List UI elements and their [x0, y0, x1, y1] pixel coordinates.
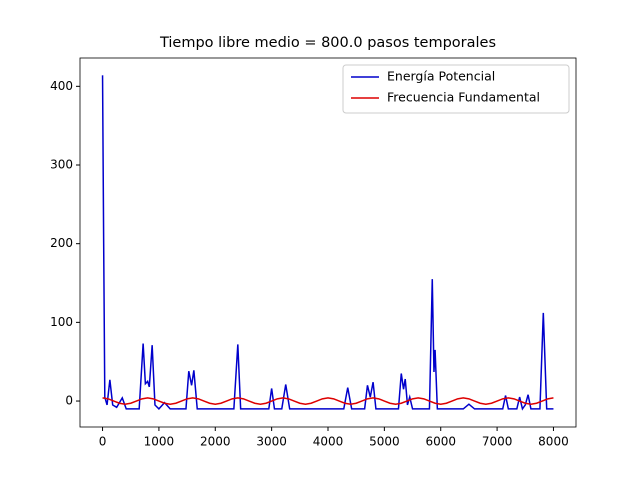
x-tick-label: 1000 — [144, 435, 175, 449]
x-tick-label: 8000 — [538, 435, 569, 449]
plot-frame — [79, 57, 577, 428]
x-tick-label: 5000 — [369, 435, 400, 449]
x-tick-label: 0 — [99, 435, 107, 449]
x-tick-label: 4000 — [313, 435, 344, 449]
x-tick-label: 3000 — [256, 435, 287, 449]
series-line — [101, 75, 554, 411]
y-tick-label: 300 — [50, 158, 73, 172]
x-tick-label: 6000 — [425, 435, 456, 449]
y-tick-label: 0 — [65, 394, 73, 408]
chart-title: Tiempo libre medio = 800.0 pasos tempora… — [159, 35, 496, 51]
x-tick-label: 7000 — [482, 435, 513, 449]
legend-label: Energía Potencial — [387, 69, 495, 84]
y-tick-label: 200 — [50, 236, 73, 250]
x-tick-label: 2000 — [200, 435, 231, 449]
series-line — [102, 397, 554, 405]
legend-label: Frecuencia Fundamental — [387, 90, 540, 105]
y-tick-label: 400 — [50, 79, 73, 93]
legend-box — [342, 64, 570, 114]
y-tick-label: 100 — [50, 315, 73, 329]
